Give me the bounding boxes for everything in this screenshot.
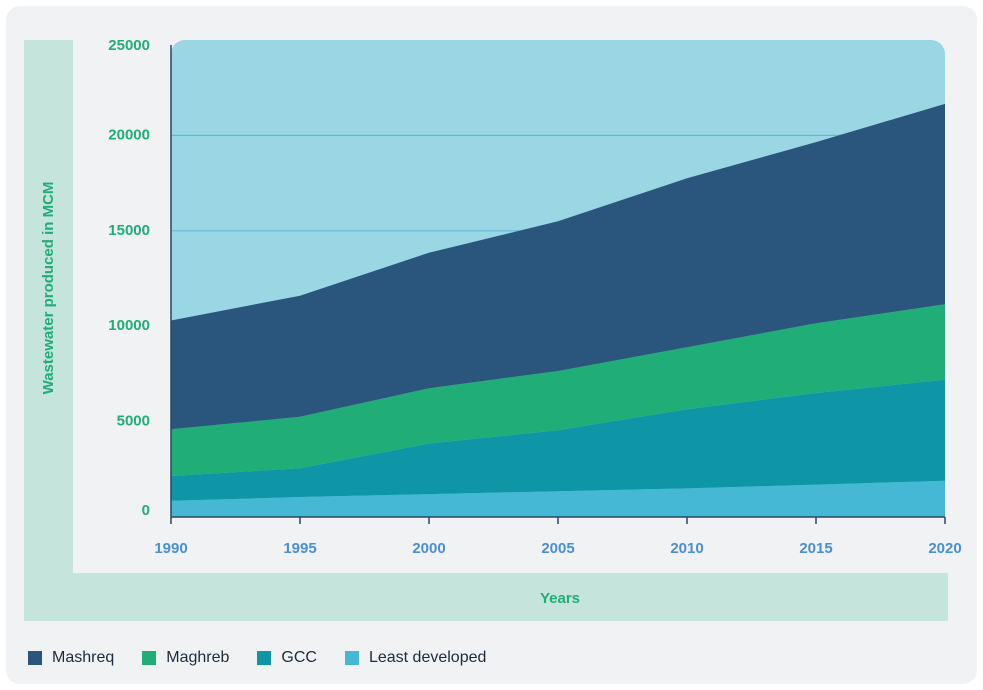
area-gcc: [171, 379, 945, 501]
y-tick-label: 20000: [108, 126, 150, 143]
legend-swatch: [257, 651, 272, 665]
legend-swatch: [344, 651, 359, 665]
y-tick-label: 10000: [108, 317, 150, 334]
stacked-areas: [171, 103, 945, 517]
x-tick-label: 1990: [154, 540, 187, 557]
legend-item-maghreb: Maghreb: [142, 649, 229, 667]
legend: Mashreq Maghreb GCC Least developed: [28, 648, 486, 668]
x-tick-label: 2015: [799, 540, 832, 557]
x-tick-label: 2020: [928, 540, 961, 557]
y-tick-label: 15000: [108, 222, 150, 239]
area-least-developed: [171, 480, 945, 517]
x-axis-ticks: 1990 1995 2000 2005 2010 2015 2020: [154, 517, 962, 557]
legend-label: Mashreq: [52, 649, 115, 666]
legend-item-gcc: GCC: [257, 649, 317, 667]
x-tick-label: 1995: [283, 540, 316, 557]
y-tick-label: 5000: [117, 413, 150, 430]
x-tick-label: 2005: [541, 540, 574, 557]
area-mashreq: [171, 103, 945, 430]
legend-label: Least developed: [368, 649, 487, 666]
y-axis-ticks: 0 5000 10000 15000 20000 25000: [108, 37, 150, 519]
y-tick-label: 0: [142, 502, 150, 519]
legend-swatch: [142, 651, 157, 665]
y-axis-title: Wastewater produced in MCM: [40, 182, 57, 395]
area-maghreb: [171, 304, 945, 476]
legend-item-mashreq: Mashreq: [28, 649, 114, 667]
legend-label: Maghreb: [166, 649, 230, 666]
x-axis-title: Years: [540, 590, 580, 607]
legend-item-least-developed: Least developed: [344, 649, 487, 667]
x-tick-label: 2000: [412, 540, 445, 557]
x-tick-label: 2010: [670, 540, 703, 557]
legend-label: GCC: [281, 649, 317, 666]
legend-swatch: [28, 651, 42, 665]
y-tick-label: 25000: [108, 37, 150, 54]
